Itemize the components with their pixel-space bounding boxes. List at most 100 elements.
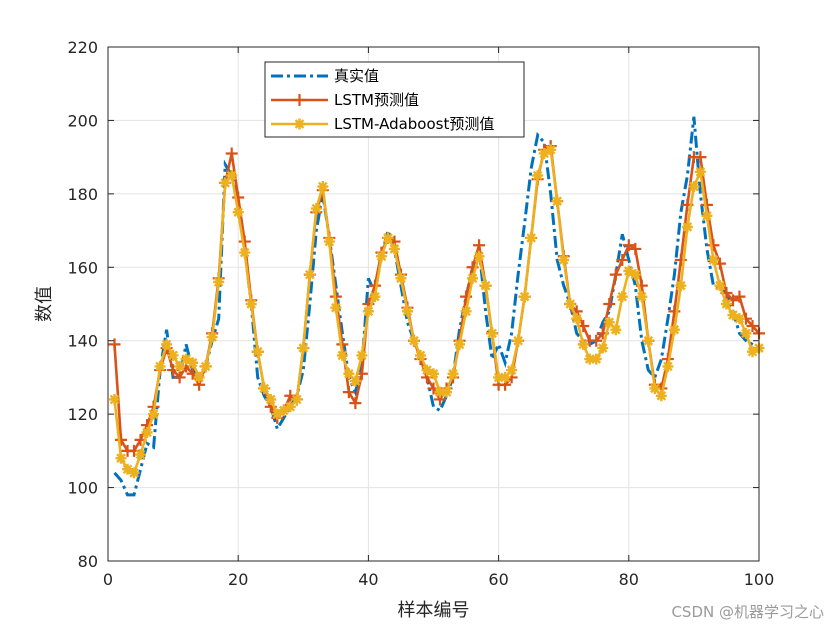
data-point-plus bbox=[733, 290, 746, 303]
data-point-asterisk bbox=[740, 327, 752, 339]
data-point-asterisk bbox=[681, 221, 693, 233]
data-point-asterisk bbox=[232, 206, 244, 218]
data-point-plus bbox=[225, 147, 238, 160]
data-point-asterisk bbox=[577, 338, 589, 350]
data-point-asterisk bbox=[538, 147, 550, 159]
data-point-asterisk bbox=[590, 353, 602, 365]
y-tick-label: 80 bbox=[78, 552, 98, 571]
data-point-asterisk bbox=[701, 210, 713, 222]
data-point-asterisk bbox=[388, 243, 400, 255]
data-point-asterisk bbox=[454, 338, 466, 350]
data-point-asterisk bbox=[584, 353, 596, 365]
data-point-asterisk bbox=[642, 335, 654, 347]
y-tick-label: 160 bbox=[67, 258, 98, 277]
data-point-asterisk bbox=[336, 349, 348, 361]
data-point-plus bbox=[473, 239, 486, 252]
data-point-asterisk bbox=[265, 393, 277, 405]
data-point-plus bbox=[707, 239, 720, 252]
data-point-plus bbox=[349, 397, 362, 410]
data-point-asterisk bbox=[603, 316, 615, 328]
data-point-asterisk bbox=[707, 254, 719, 266]
data-point-asterisk bbox=[148, 408, 160, 420]
y-tick-label: 180 bbox=[67, 185, 98, 204]
data-point-asterisk bbox=[219, 177, 231, 189]
data-point-asterisk bbox=[369, 291, 381, 303]
data-point-asterisk bbox=[349, 375, 361, 387]
data-point-asterisk bbox=[291, 393, 303, 405]
data-point-asterisk bbox=[278, 404, 290, 416]
data-point-asterisk bbox=[447, 368, 459, 380]
data-point-asterisk bbox=[408, 335, 420, 347]
data-point-asterisk bbox=[115, 452, 127, 464]
data-point-asterisk bbox=[480, 280, 492, 292]
data-point-asterisk bbox=[252, 346, 264, 358]
data-point-asterisk bbox=[187, 357, 199, 369]
data-point-plus bbox=[173, 371, 186, 384]
data-point-asterisk bbox=[356, 349, 368, 361]
data-point-asterisk bbox=[323, 236, 335, 248]
data-point-plus bbox=[590, 334, 603, 347]
x-tick-label: 40 bbox=[358, 570, 378, 589]
data-point-asterisk bbox=[297, 342, 309, 354]
data-point-asterisk bbox=[636, 291, 648, 303]
data-point-plus bbox=[293, 94, 306, 106]
data-point-asterisk bbox=[193, 371, 205, 383]
data-point-asterisk bbox=[141, 427, 153, 438]
data-point-plus bbox=[108, 338, 121, 351]
data-point-asterisk bbox=[688, 181, 700, 193]
data-point-asterisk bbox=[128, 467, 140, 479]
y-axis-label: 数值 bbox=[34, 286, 55, 322]
data-point-asterisk bbox=[401, 305, 413, 317]
data-point-asterisk bbox=[414, 349, 426, 361]
legend-label: LSTM-Adaboost预测值 bbox=[334, 115, 494, 133]
data-point-asterisk bbox=[428, 368, 439, 380]
data-point-asterisk bbox=[434, 386, 446, 398]
data-point-asterisk bbox=[610, 324, 622, 336]
data-point-asterisk bbox=[525, 232, 537, 244]
data-point-asterisk bbox=[629, 269, 641, 281]
data-point-asterisk bbox=[343, 368, 355, 380]
y-tick-label: 140 bbox=[67, 332, 98, 351]
data-point-asterisk bbox=[294, 118, 305, 130]
data-point-asterisk bbox=[460, 305, 472, 317]
data-point-asterisk bbox=[161, 338, 173, 350]
data-point-asterisk bbox=[597, 342, 609, 354]
data-point-plus bbox=[694, 151, 707, 164]
data-point-asterisk bbox=[486, 327, 498, 339]
data-point-asterisk bbox=[545, 144, 557, 156]
data-point-asterisk bbox=[655, 390, 667, 402]
data-point-plus bbox=[115, 433, 128, 446]
data-point-asterisk bbox=[271, 408, 283, 420]
legend-label: LSTM预测值 bbox=[334, 91, 419, 109]
data-point-asterisk bbox=[694, 166, 706, 178]
data-point-asterisk bbox=[467, 272, 479, 284]
data-point-asterisk bbox=[473, 250, 485, 262]
series-layer bbox=[108, 116, 765, 497]
data-point-asterisk bbox=[206, 331, 218, 343]
data-point-asterisk bbox=[167, 349, 179, 361]
data-point-asterisk bbox=[564, 298, 576, 310]
data-point-asterisk bbox=[493, 371, 505, 383]
y-tick-label: 220 bbox=[67, 38, 98, 57]
data-point-asterisk bbox=[519, 291, 531, 303]
data-point-asterisk bbox=[395, 272, 407, 284]
data-point-asterisk bbox=[499, 371, 511, 383]
data-point-asterisk bbox=[154, 360, 166, 372]
data-point-asterisk bbox=[616, 291, 628, 303]
data-point-asterisk bbox=[551, 195, 563, 207]
y-tick-label: 200 bbox=[67, 111, 98, 130]
data-point-asterisk bbox=[135, 449, 147, 461]
y-tick-label: 120 bbox=[67, 405, 98, 424]
data-point-asterisk bbox=[330, 302, 342, 314]
data-point-asterisk bbox=[668, 324, 680, 336]
watermark: CSDN @机器学习之心 bbox=[671, 603, 824, 621]
data-point-asterisk bbox=[441, 386, 453, 398]
x-tick-label: 0 bbox=[103, 570, 113, 589]
data-point-asterisk bbox=[662, 360, 674, 372]
data-point-asterisk bbox=[174, 360, 186, 372]
data-point-asterisk bbox=[675, 280, 687, 292]
data-point-asterisk bbox=[180, 353, 192, 365]
data-point-asterisk bbox=[239, 247, 251, 259]
x-tick-label: 80 bbox=[619, 570, 639, 589]
